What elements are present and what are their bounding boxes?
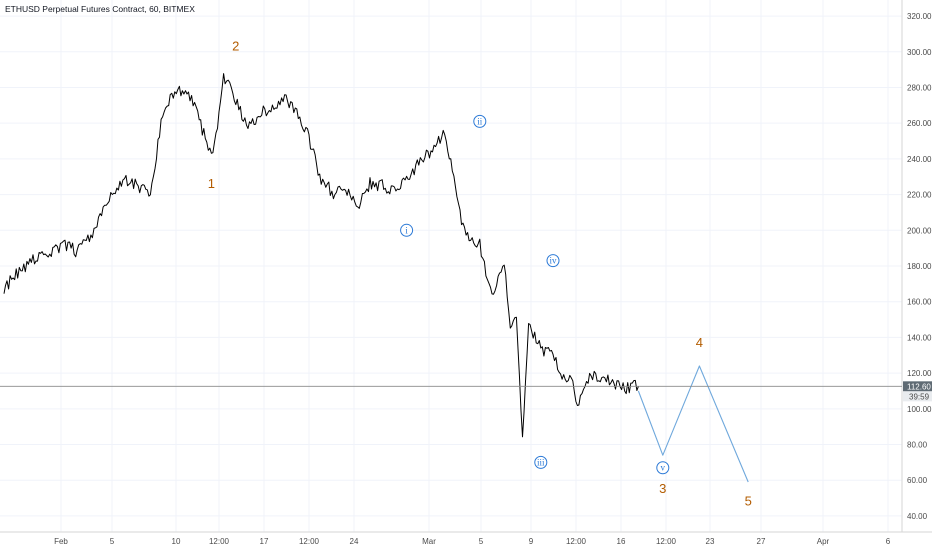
x-tick-label: 9 [529,537,534,546]
wave-label-minor: iv [549,256,557,266]
current-price-marker: 112.60 39:59 [0,381,932,402]
wave-label-minor: ii [477,116,483,126]
x-tick-label: 12:00 [209,537,230,546]
wave-label-major: 5 [745,494,752,509]
countdown-label: 39:59 [909,392,930,401]
y-tick-label: 120.00 [907,369,932,378]
wave-label-minor: iii [537,457,545,467]
wave-label-circle [400,223,414,237]
x-tick-label: 5 [479,537,484,546]
y-tick-label: 280.00 [907,83,932,92]
y-tick-label: 220.00 [907,191,932,200]
wave-label-major: 3 [659,481,666,496]
wave-label-circle [546,254,560,268]
x-tick-label: 23 [706,537,715,546]
y-tick-label: 40.00 [907,512,928,521]
projection-line [637,365,749,483]
y-tick-label: 320.00 [907,12,932,21]
x-tick-label: Mar [422,537,436,546]
axes [0,0,932,533]
x-tick-label: 12:00 [656,537,677,546]
y-tick-label: 100.00 [907,405,932,414]
x-tick-label: 5 [110,537,115,546]
wave-label-circle [473,114,487,128]
chart-title: ETHUSD Perpetual Futures Contract, 60, B… [5,4,195,14]
x-tick-label: 24 [350,537,359,546]
price-series-line [3,73,639,438]
y-tick-label: 260.00 [907,119,932,128]
wave-label-circle [534,455,548,469]
wave-label-major: 1 [208,176,215,191]
x-tick-label: 27 [757,537,766,546]
current-price-label: 112.60 [907,382,931,391]
series [3,73,749,483]
x-tick-label: 6 [886,537,891,546]
x-tick-label: 10 [172,537,181,546]
x-tick-label: 12:00 [299,537,320,546]
y-tick-label: 180.00 [907,262,932,271]
y-tick-label: 200.00 [907,226,932,235]
x-tick-label: 17 [260,537,269,546]
x-tick-label: Feb [54,537,68,546]
wave-label-minor: v [661,463,666,473]
current-price-badge [903,381,932,392]
x-tick-label: Apr [817,537,830,546]
x-axis-ticks: Feb 5 10 12:00 17 12:00 24 Mar 5 9 12:00 16 12:00 23 2… [54,537,891,546]
y-tick-label: 60.00 [907,476,928,485]
wave-label-minor: i [405,225,408,235]
wave-label-major: 2 [232,38,239,53]
y-tick-label: 140.00 [907,333,932,342]
x-tick-label: 12:00 [566,537,587,546]
y-tick-label: 80.00 [907,441,928,450]
wave-label-circle [656,461,670,475]
y-tick-label: 160.00 [907,298,932,307]
y-tick-label: 240.00 [907,155,932,164]
grid [0,0,902,532]
x-tick-label: 16 [617,537,626,546]
y-tick-label: 300.00 [907,48,932,57]
countdown-badge [903,391,932,402]
y-axis-ticks: 320.00 300.00 280.00 260.00 240.00 220.00 200.… [907,12,932,521]
wave-label-major: 4 [696,335,703,350]
